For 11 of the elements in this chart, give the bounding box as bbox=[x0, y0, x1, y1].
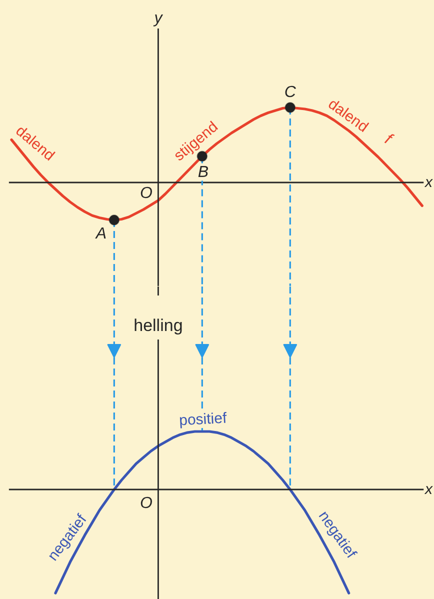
annotation: C bbox=[284, 84, 296, 101]
text: positief bbox=[178, 410, 228, 430]
x-axis-title: x bbox=[424, 174, 433, 191]
y-axis-title: y bbox=[153, 10, 164, 27]
text: f bbox=[382, 131, 396, 149]
y-axis-title: helling bbox=[134, 316, 183, 335]
annotation: B bbox=[198, 164, 209, 181]
annotation: A bbox=[94, 226, 106, 242]
annotation: O bbox=[140, 185, 152, 202]
x-axis-title: x bbox=[424, 481, 433, 498]
annotation: O bbox=[140, 495, 152, 512]
